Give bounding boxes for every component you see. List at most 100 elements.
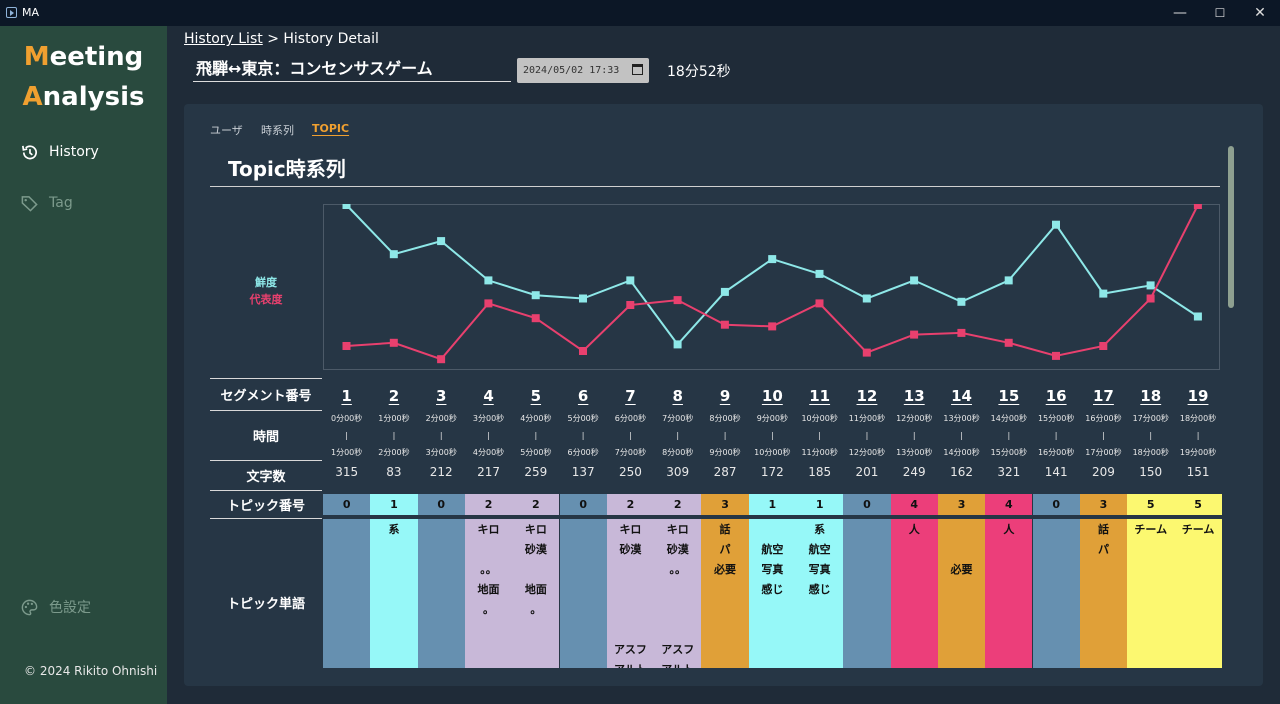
topic-number-cell: 1 <box>796 494 844 515</box>
nav-item-history[interactable]: History <box>20 140 99 164</box>
data-point[interactable] <box>437 237 446 246</box>
segment-number[interactable]: 19 <box>1187 387 1209 405</box>
segment-number[interactable]: 2 <box>388 387 400 405</box>
data-point[interactable] <box>626 276 635 285</box>
segment-char-count: 217 <box>477 465 500 479</box>
calendar-icon[interactable] <box>632 64 643 75</box>
color-settings-button[interactable]: 色設定 <box>20 595 91 619</box>
segment-number[interactable]: 10 <box>761 387 783 405</box>
data-point[interactable] <box>768 322 777 331</box>
segment-number[interactable]: 14 <box>951 387 972 405</box>
topic-word: パ <box>719 543 731 556</box>
data-point[interactable] <box>1146 294 1155 303</box>
tab-timeseries[interactable]: 時系列 <box>261 124 294 137</box>
segment-number[interactable]: 18 <box>1140 387 1162 405</box>
data-point[interactable] <box>910 276 919 285</box>
data-point[interactable] <box>957 297 966 306</box>
segment-number[interactable]: 11 <box>809 387 831 405</box>
segment-char-count: 150 <box>1139 465 1163 479</box>
topic-word: アルト <box>607 662 654 668</box>
data-point[interactable] <box>1052 220 1060 229</box>
data-point[interactable] <box>484 276 493 285</box>
data-point[interactable] <box>389 250 398 259</box>
data-point[interactable] <box>815 299 824 308</box>
data-point[interactable] <box>531 291 540 300</box>
segment-number[interactable]: 8 <box>672 387 683 405</box>
segment-time: 9分00秒 | 10分00秒 <box>754 414 791 457</box>
nav-item-tag[interactable]: Tag <box>20 191 73 215</box>
data-point[interactable] <box>1099 289 1108 298</box>
segment-number[interactable]: 16 <box>1045 387 1067 405</box>
topic-words-cell: チーム <box>1174 519 1222 668</box>
data-point[interactable] <box>579 347 587 355</box>
data-point[interactable] <box>768 255 777 264</box>
copyright-text: © 2024 Rikito Ohnishi <box>24 664 158 678</box>
segment-char-count: 250 <box>618 465 642 479</box>
segment-time: 0分00秒 | 1分00秒 <box>331 414 363 457</box>
segment-char-count: 287 <box>713 465 737 479</box>
segment-number[interactable]: 17 <box>1093 387 1114 405</box>
segment-number[interactable]: 13 <box>903 387 925 405</box>
data-point[interactable] <box>862 348 871 357</box>
datetime-input[interactable]: 2024/05/02 17:33 <box>517 58 649 83</box>
segment-number[interactable]: 7 <box>625 387 636 405</box>
data-point[interactable] <box>1099 342 1108 350</box>
data-point[interactable] <box>437 355 446 364</box>
data-point[interactable] <box>720 287 729 296</box>
data-point[interactable] <box>389 338 398 347</box>
topic-number-cell: 0 <box>843 494 891 515</box>
tab-topic[interactable]: TOPIC <box>312 122 350 135</box>
vertical-scrollbar[interactable] <box>1228 146 1234 308</box>
data-point[interactable] <box>484 299 493 308</box>
segment-number[interactable]: 12 <box>856 387 878 405</box>
topic-words-cell: 系 <box>370 519 418 668</box>
topic-number-cell: 0 <box>417 494 465 515</box>
data-point[interactable] <box>815 269 824 278</box>
tab-user[interactable]: ユーザ <box>210 124 243 137</box>
segment-char-count: 162 <box>950 465 973 479</box>
segment-number[interactable]: 15 <box>998 387 1020 405</box>
segment-number[interactable]: 9 <box>719 387 731 405</box>
segment-number[interactable]: 5 <box>530 387 542 405</box>
data-point[interactable] <box>1004 276 1013 285</box>
segment-number[interactable]: 1 <box>341 387 352 405</box>
row-label-topic-words: トピック単語 <box>210 518 322 686</box>
data-point[interactable] <box>673 296 682 305</box>
topic-words-cell: チーム <box>1127 519 1175 668</box>
segment-char-count: 209 <box>1091 465 1115 479</box>
segment-number[interactable]: 6 <box>577 387 589 405</box>
segment-number[interactable]: 3 <box>436 387 447 405</box>
topic-number-cell: 2 <box>606 494 655 515</box>
data-point[interactable] <box>1193 312 1202 321</box>
data-point[interactable] <box>910 330 919 339</box>
breadcrumb: History List > History Detail <box>184 31 379 47</box>
data-point[interactable] <box>342 342 351 350</box>
topic-word: 。 <box>483 603 495 616</box>
maximize-button[interactable]: ☐ <box>1214 6 1226 20</box>
meeting-title-input[interactable]: 飛騨↔東京：コンセンサスゲーム <box>193 56 511 82</box>
data-point[interactable] <box>626 301 635 309</box>
topic-word: 。。 <box>669 563 686 576</box>
close-button[interactable]: ✕ <box>1254 5 1266 21</box>
data-point[interactable] <box>673 340 682 349</box>
segment-number[interactable]: 4 <box>483 387 494 405</box>
data-point[interactable] <box>1193 204 1202 209</box>
data-point[interactable] <box>342 204 351 209</box>
data-point[interactable] <box>720 320 729 329</box>
topic-word: 系 <box>388 523 400 536</box>
nav-label-history: History <box>49 144 99 160</box>
data-point[interactable] <box>1146 281 1155 290</box>
breadcrumb-history-list-link[interactable]: History List <box>184 31 263 47</box>
topic-word: 必要 <box>950 563 973 576</box>
color-settings-label: 色設定 <box>49 600 91 616</box>
minimize-button[interactable]: — <box>1173 5 1187 21</box>
data-point[interactable] <box>957 328 966 337</box>
data-point[interactable] <box>531 314 540 323</box>
data-point[interactable] <box>862 294 871 303</box>
data-point[interactable] <box>1004 338 1013 347</box>
data-point[interactable] <box>579 294 587 303</box>
topic-panel: ユーザ 時系列 TOPIC Topic時系列 鮮度 代表度 セグメント番号 時間… <box>184 104 1263 686</box>
topic-word: チーム <box>1134 523 1168 536</box>
data-point[interactable] <box>1052 351 1060 360</box>
chart-frame <box>323 204 1220 370</box>
